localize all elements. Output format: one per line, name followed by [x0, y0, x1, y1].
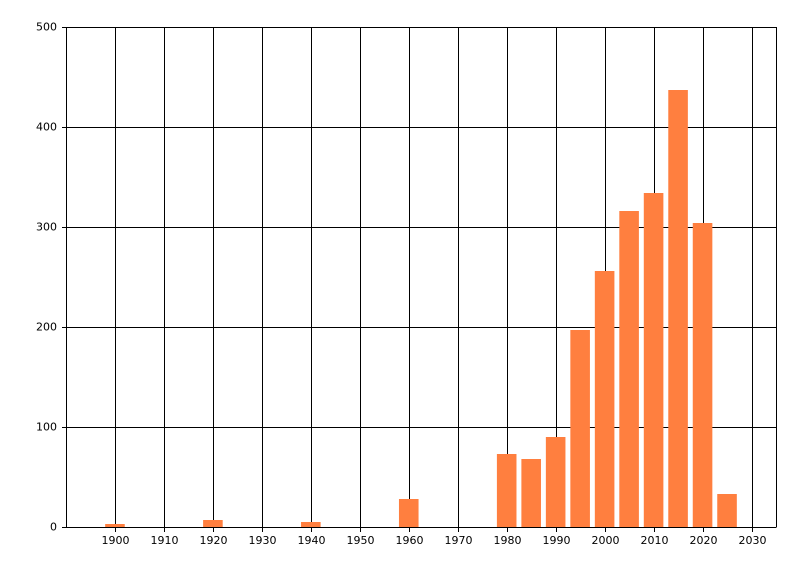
y-tick-label: 400	[36, 121, 57, 134]
x-tick-label: 2000	[592, 534, 620, 547]
x-tick-label: 2010	[641, 534, 669, 547]
bar	[668, 90, 688, 527]
bar	[105, 524, 125, 527]
x-tick-label: 1900	[102, 534, 130, 547]
bar	[570, 330, 590, 527]
x-tick-label: 1950	[347, 534, 375, 547]
bar	[717, 494, 737, 527]
y-tick-label: 100	[36, 421, 57, 434]
bar	[301, 522, 321, 527]
y-tick-label: 0	[50, 521, 57, 534]
x-tick-label: 1990	[543, 534, 571, 547]
bar	[496, 454, 517, 527]
x-tick-label: 1960	[396, 534, 424, 547]
bar	[521, 459, 541, 527]
x-tick-label: 1970	[445, 534, 473, 547]
x-tick-label: 1940	[298, 534, 326, 547]
bar	[398, 499, 419, 527]
x-tick-label: 1930	[249, 534, 277, 547]
x-tick-label: 1910	[151, 534, 179, 547]
x-tick-label: 2020	[690, 534, 718, 547]
y-tick-label: 500	[36, 21, 57, 34]
bar	[203, 520, 223, 527]
bar	[594, 271, 615, 527]
x-tick-label: 1980	[494, 534, 522, 547]
bar	[643, 193, 664, 527]
bar	[619, 211, 639, 527]
x-tick-label: 1920	[200, 534, 228, 547]
bar	[545, 437, 566, 527]
x-tick-label: 2030	[739, 534, 767, 547]
y-tick-label: 200	[36, 321, 57, 334]
bar	[692, 223, 713, 527]
y-tick-label: 300	[36, 221, 57, 234]
